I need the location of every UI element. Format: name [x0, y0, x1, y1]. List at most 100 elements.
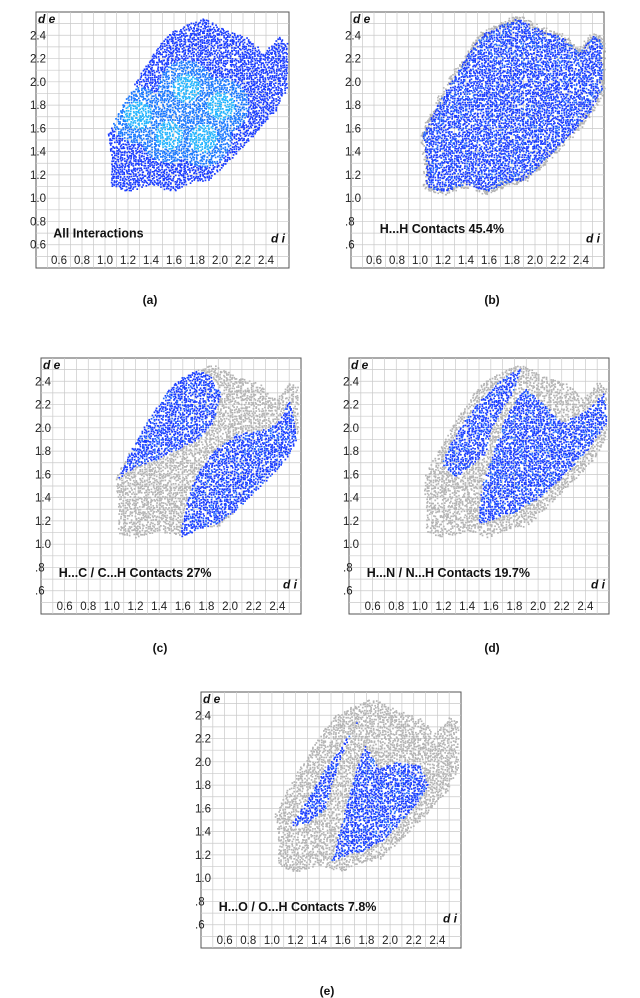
contact-point — [252, 74, 254, 76]
contact-point — [181, 65, 183, 67]
contact-point — [215, 70, 217, 72]
contact-point — [239, 97, 241, 99]
contact-point — [156, 57, 158, 59]
contact-point — [147, 138, 149, 140]
contact-point — [159, 79, 161, 81]
contact-point — [215, 91, 217, 93]
contact-point — [231, 77, 233, 79]
contact-point — [252, 124, 254, 126]
contact-point — [246, 82, 248, 84]
contact-point — [180, 180, 182, 182]
contact-point — [180, 108, 182, 110]
contact-point — [220, 131, 222, 133]
contact-point — [200, 169, 202, 171]
contact-point — [181, 186, 183, 188]
contact-point — [193, 68, 195, 70]
contact-point — [147, 105, 149, 107]
contact-point — [190, 140, 192, 142]
contact-point — [549, 154, 551, 156]
contact-point — [183, 33, 185, 35]
contact-point — [115, 173, 117, 175]
contact-point — [516, 183, 518, 185]
contact-point — [217, 76, 219, 78]
contact-point — [130, 182, 132, 184]
contact-point — [148, 167, 150, 169]
contact-point — [195, 66, 197, 68]
contact-point — [241, 41, 243, 43]
contact-point — [241, 79, 243, 81]
contact-point — [249, 123, 251, 125]
contact-point — [154, 139, 156, 141]
contact-point — [169, 133, 171, 135]
contact-point — [207, 31, 209, 33]
contact-point — [129, 176, 131, 178]
contact-point — [223, 30, 225, 32]
contact-point — [189, 56, 191, 58]
contact-point — [174, 160, 176, 162]
contact-point — [255, 129, 257, 131]
contact-point — [234, 152, 236, 154]
contact-point — [281, 73, 283, 75]
contact-point — [129, 190, 131, 192]
contact-point — [275, 87, 277, 89]
contact-point — [247, 70, 249, 72]
contact-point — [160, 186, 162, 188]
contact-point — [286, 87, 288, 89]
contact-point — [118, 150, 120, 152]
contact-point — [255, 131, 257, 133]
contact-point — [207, 52, 209, 54]
contact-point — [150, 115, 152, 117]
contact-point — [199, 146, 201, 148]
contact-point — [222, 148, 224, 150]
contact-point — [193, 127, 195, 129]
contact-point — [259, 51, 261, 53]
contact-point — [191, 149, 193, 151]
contact-point — [214, 173, 216, 175]
contact-point — [211, 41, 213, 43]
contact-point — [263, 120, 265, 122]
contact-point — [207, 49, 209, 51]
contact-point — [200, 39, 202, 41]
contact-point — [126, 144, 128, 146]
contact-point — [172, 42, 174, 44]
contact-point — [153, 124, 155, 126]
contact-point — [141, 131, 143, 133]
contact-point — [242, 77, 244, 79]
contact-point — [209, 162, 211, 164]
contact-point — [208, 87, 210, 89]
contact-point — [263, 89, 265, 91]
contact-point — [191, 94, 193, 96]
contact-point — [258, 129, 260, 131]
contact-point — [140, 76, 142, 78]
contact-point — [254, 118, 256, 120]
contact-point — [149, 177, 151, 179]
contact-point — [255, 50, 257, 52]
contact-point — [118, 121, 120, 123]
contact-point — [215, 114, 217, 116]
contact-point — [205, 180, 207, 182]
contact-point — [183, 112, 185, 114]
contact-point — [219, 159, 221, 161]
contact-point — [251, 75, 253, 77]
contact-point — [140, 167, 142, 169]
contact-point — [207, 119, 209, 121]
contact-point — [149, 145, 151, 147]
contact-point — [198, 26, 200, 28]
contact-point — [167, 62, 169, 64]
contact-point — [189, 93, 191, 95]
contact-point — [240, 61, 242, 63]
contact-point — [181, 127, 183, 129]
contact-point — [158, 145, 160, 147]
contact-point — [143, 79, 145, 81]
contact-point — [206, 95, 208, 97]
contact-point — [158, 159, 160, 161]
contact-point — [212, 64, 214, 66]
contact-point — [154, 75, 156, 77]
contact-point — [124, 154, 126, 156]
contact-point — [233, 93, 235, 95]
contact-point — [206, 82, 208, 84]
contact-point — [227, 150, 229, 152]
contact-point — [233, 127, 235, 129]
